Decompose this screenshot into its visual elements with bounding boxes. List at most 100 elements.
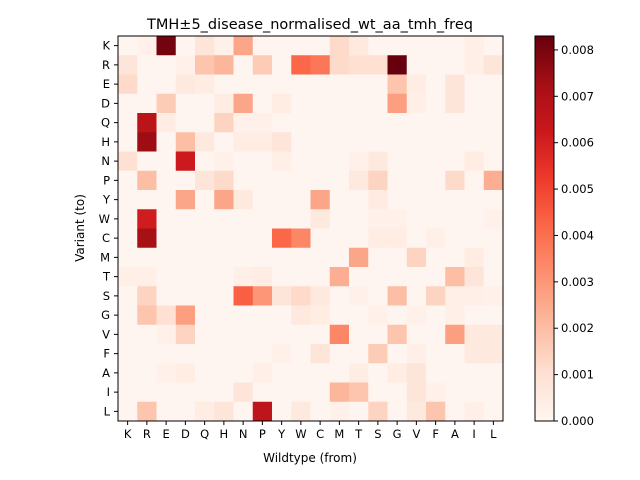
heatmap-cell-R-R — [137, 55, 157, 75]
heatmap-cell-L-S — [368, 401, 388, 422]
heatmap-cell-C-I — [464, 228, 485, 249]
heatmap-cell-W-K — [118, 209, 138, 229]
x-tick-label: E — [162, 427, 169, 441]
y-tick-label: F — [103, 347, 110, 361]
heatmap-cell-Y-A — [445, 190, 465, 210]
heatmap-cell-E-K — [118, 74, 138, 95]
x-tick-label: Q — [200, 427, 209, 441]
heatmap-cell-S-Q — [195, 286, 215, 306]
y-tick-label: G — [101, 308, 110, 322]
heatmap-cell-W-A — [445, 209, 465, 229]
heatmap-cell-H-T — [349, 132, 369, 152]
heatmap-cell-N-W — [291, 151, 311, 172]
heatmap-cell-Q-E — [156, 113, 177, 133]
heatmap-cell-I-H — [214, 382, 234, 403]
heatmap-cell-R-D — [175, 55, 196, 75]
heatmap-cell-V-P — [252, 324, 273, 345]
heatmap-cell-M-Y — [272, 247, 292, 268]
heatmap-cell-K-P — [252, 36, 273, 56]
heatmap-cell-G-K — [118, 305, 138, 326]
heatmap-cell-I-K — [118, 382, 138, 403]
heatmap-cell-H-F — [426, 132, 446, 152]
colorbar-tick-label: 0.003 — [561, 275, 594, 289]
heatmap-cell-K-Y — [272, 36, 292, 56]
heatmap-cell-H-D — [175, 132, 196, 152]
heatmap-cell-I-S — [368, 382, 388, 403]
heatmap-cell-G-Y — [272, 305, 292, 326]
heatmap-cell-N-G — [387, 151, 408, 172]
heatmap-cell-R-V — [406, 55, 427, 75]
heatmap-cell-Q-A — [445, 113, 465, 133]
heatmap-cell-N-F — [426, 151, 446, 172]
heatmap-cell-M-F — [426, 247, 446, 268]
heatmap-cell-N-D — [175, 151, 196, 172]
heatmap-cell-C-W — [291, 228, 311, 249]
heatmap-cell-M-N — [233, 247, 254, 268]
heatmap-cell-D-D — [175, 93, 196, 114]
heatmap-cell-M-H — [214, 247, 234, 268]
heatmap-cell-A-Y — [272, 363, 292, 383]
heatmap-cell-Q-C — [310, 113, 331, 133]
y-tick-label: A — [102, 366, 110, 380]
heatmap-cell-H-G — [387, 132, 408, 152]
heatmap-cell-E-C — [310, 74, 331, 95]
colorbar-tick-label: 0.005 — [561, 182, 594, 196]
heatmap-cell-Q-H — [214, 113, 234, 133]
heatmap-cell-A-F — [426, 363, 446, 383]
heatmap-cell-K-A — [445, 36, 465, 56]
heatmap-cell-N-Q — [195, 151, 215, 172]
heatmap-cell-C-Y — [272, 228, 292, 249]
heatmap-cell-M-V — [406, 247, 427, 268]
colorbar-gradient — [534, 35, 555, 422]
heatmap-cell-Y-M — [329, 190, 350, 210]
heatmap-cell-T-E — [156, 267, 177, 287]
heatmap-cell-S-H — [214, 286, 234, 306]
heatmap-cell-S-N — [233, 286, 254, 306]
heatmap-cell-N-V — [406, 151, 427, 172]
heatmap-cell-L-C — [310, 401, 331, 422]
heatmap-cell-C-R — [137, 228, 157, 249]
heatmap-cell-K-T — [349, 36, 369, 56]
colorbar-tick-label: 0.007 — [561, 89, 594, 103]
heatmap-cell-H-W — [291, 132, 311, 152]
heatmap-cell-P-M — [329, 170, 350, 191]
heatmap-cell-Y-S — [368, 190, 388, 210]
heatmap-cell-Q-D — [175, 113, 196, 133]
heatmap-cell-C-Q — [195, 228, 215, 249]
heatmap-cell-N-H — [214, 151, 234, 172]
heatmap-cell-D-N — [233, 93, 254, 114]
heatmap-cell-A-C — [310, 363, 331, 383]
heatmap-cell-V-T — [349, 324, 369, 345]
y-tick-label: L — [104, 404, 111, 418]
heatmap-cell-P-P — [252, 170, 273, 191]
heatmap-cell-N-Y — [272, 151, 292, 172]
heatmap-cell-F-C — [310, 344, 331, 364]
heatmap-cell-P-A — [445, 170, 465, 191]
heatmap-cell-E-R — [137, 74, 157, 95]
heatmap-cell-L-A — [445, 401, 465, 422]
heatmap-cell-S-L — [483, 286, 504, 306]
heatmap-cell-D-Y — [272, 93, 292, 114]
heatmap-cell-A-N — [233, 363, 254, 383]
heatmap-cell-W-D — [175, 209, 196, 229]
heatmap-cell-M-T — [349, 247, 369, 268]
heatmap-cell-E-P — [252, 74, 273, 95]
heatmap-cell-F-W — [291, 344, 311, 364]
heatmap-cell-R-G — [387, 55, 408, 75]
heatmap-cell-W-E — [156, 209, 177, 229]
heatmap-cell-V-E — [156, 324, 177, 345]
heatmap-cell-E-S — [368, 74, 388, 95]
heatmap-cell-G-A — [445, 305, 465, 326]
heatmap-cell-E-A — [445, 74, 465, 95]
colorbar-tick-label: 0.002 — [561, 321, 594, 335]
heatmap-cell-T-W — [291, 267, 311, 287]
y-tick-label: R — [102, 58, 110, 72]
heatmap-cell-G-C — [310, 305, 331, 326]
heatmap-cell-N-S — [368, 151, 388, 172]
heatmap-cell-F-D — [175, 344, 196, 364]
heatmap-cell-F-F — [426, 344, 446, 364]
heatmap-cell-R-Y — [272, 55, 292, 75]
x-tick-label: A — [451, 427, 459, 441]
heatmap-cell-L-R — [137, 401, 157, 422]
heatmap-cell-Y-V — [406, 190, 427, 210]
